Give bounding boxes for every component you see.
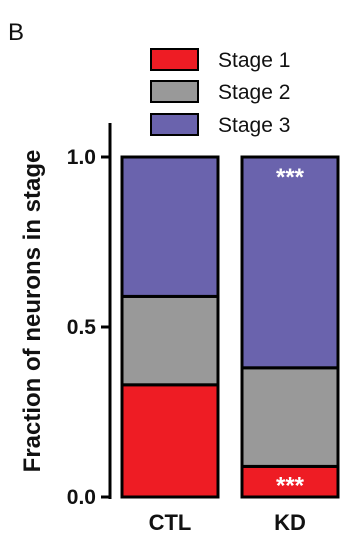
- y-tick-label: 1.0: [67, 146, 96, 169]
- bar-kd-stage-3: [240, 155, 340, 370]
- panel-label: B: [8, 19, 24, 46]
- legend-swatch-stage-3: [150, 113, 199, 136]
- legend-label-stage-3: Stage 3: [218, 114, 290, 137]
- bar-ctl-stage-2: [120, 294, 220, 387]
- significance-annotation: ***: [276, 164, 305, 191]
- legend-label-stage-1: Stage 1: [218, 49, 290, 72]
- legend-label-stage-2: Stage 2: [218, 81, 290, 104]
- bar-ctl-stage-1: [120, 383, 220, 499]
- x-tick-label-kd: KD: [274, 510, 306, 535]
- bar-kd-stage-1: [240, 464, 340, 499]
- bar-kd-stage-2: [240, 366, 340, 468]
- legend: Stage 1 Stage 2 Stage 3: [150, 48, 290, 137]
- y-tick-label: 0.0: [67, 486, 96, 509]
- x-tick-label-ctl: CTL: [149, 510, 192, 535]
- y-tick-label: 0.5: [67, 316, 97, 339]
- y-axis-title: Fraction of neurons in stage: [19, 150, 46, 473]
- plot-area: 0.0 0.5 1.0 CTL KD *** ***: [67, 123, 340, 535]
- legend-swatch-stage-1: [150, 48, 199, 71]
- legend-swatch-stage-2: [150, 80, 199, 103]
- bar-ctl-stage-3: [120, 155, 220, 298]
- significance-annotation: ***: [276, 473, 305, 500]
